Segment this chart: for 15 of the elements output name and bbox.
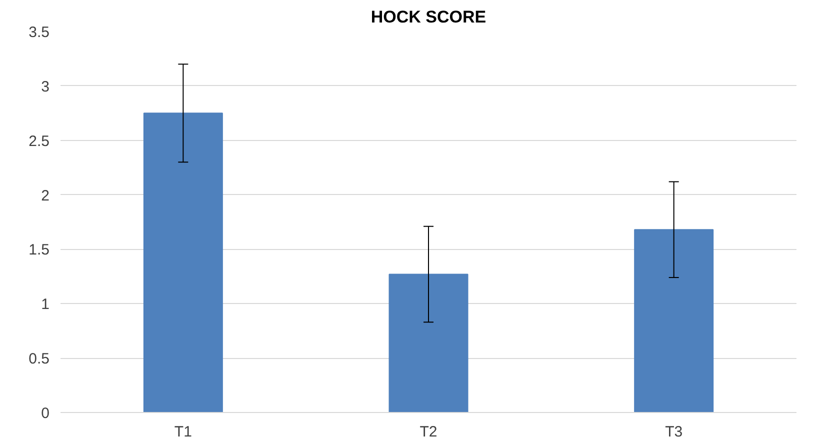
bar <box>143 112 223 412</box>
y-tick-label: 2.5 <box>28 132 50 150</box>
y-tick-label: 0.5 <box>28 350 50 368</box>
x-tick-label: T3 <box>665 424 683 440</box>
y-tick-label: 3.5 <box>28 24 50 41</box>
y-tick-label: 1.5 <box>28 242 50 259</box>
x-tick-label: T2 <box>420 424 438 440</box>
chart-title: HOCK SCORE <box>370 8 486 26</box>
x-tick-label: T1 <box>174 424 192 440</box>
y-tick-label: 0 <box>41 405 50 422</box>
y-tick-label: 3 <box>41 78 50 96</box>
bar <box>388 274 468 412</box>
bar <box>634 229 714 412</box>
y-tick-label: 2 <box>41 187 50 204</box>
y-tick-label: 1 <box>41 296 50 314</box>
